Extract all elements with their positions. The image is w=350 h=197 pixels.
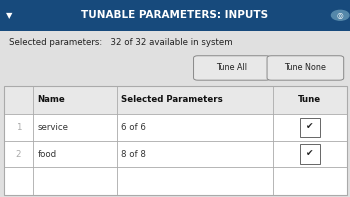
Text: 1: 1 [16,123,21,132]
Bar [4,86,346,195]
Text: Tune All: Tune All [216,63,247,72]
Text: Tune: Tune [298,96,321,104]
Bar [4,114,346,141]
Bar [0,0,350,31]
Bar [4,86,346,114]
Text: 8 of 8: 8 of 8 [121,150,146,159]
Text: ✔: ✔ [306,149,314,158]
Circle shape [331,10,349,20]
Text: ✔: ✔ [306,122,314,131]
Text: Selected Parameters: Selected Parameters [121,96,223,104]
Text: TUNABLE PARAMETERS: INPUTS: TUNABLE PARAMETERS: INPUTS [82,10,268,20]
Text: service: service [37,123,69,132]
Bar [4,167,346,195]
Text: ◎: ◎ [337,11,343,20]
Text: food: food [37,150,57,159]
Text: 2: 2 [16,150,21,159]
Text: 6 of 6: 6 of 6 [121,123,146,132]
Bar [4,141,346,167]
FancyBboxPatch shape [267,56,344,80]
Text: Selected parameters:   32 of 32 available in system: Selected parameters: 32 of 32 available … [9,38,232,47]
Text: Tune None: Tune None [285,63,326,72]
FancyBboxPatch shape [300,118,320,137]
Text: ▼: ▼ [6,11,12,20]
Text: Name: Name [37,96,65,104]
FancyBboxPatch shape [300,145,320,164]
FancyBboxPatch shape [194,56,270,80]
